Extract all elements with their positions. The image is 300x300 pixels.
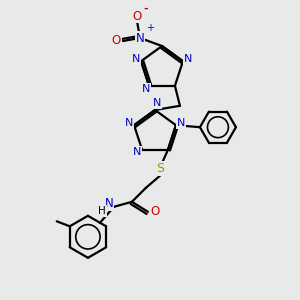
Text: N: N (142, 84, 150, 94)
Text: N: N (132, 54, 140, 64)
Text: O: O (132, 10, 142, 22)
Text: N: N (133, 147, 141, 157)
Text: N: N (177, 118, 185, 128)
Text: +: + (146, 23, 154, 33)
Text: N: N (136, 32, 144, 44)
Text: -: - (143, 4, 148, 14)
Text: N: N (105, 197, 113, 210)
Text: N: N (153, 98, 161, 108)
Text: H: H (98, 206, 106, 216)
Text: O: O (111, 34, 121, 47)
Text: N: N (125, 118, 133, 128)
Text: S: S (156, 162, 164, 175)
Text: O: O (150, 205, 160, 218)
Text: N: N (184, 54, 192, 64)
